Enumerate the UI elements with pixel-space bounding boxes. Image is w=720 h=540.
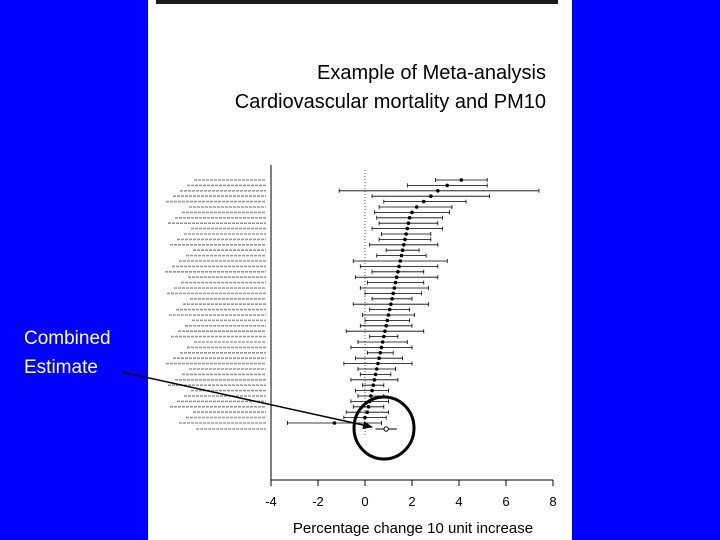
study-point	[379, 345, 384, 350]
study-point	[380, 340, 385, 344]
study-point	[405, 226, 410, 231]
study-point	[401, 243, 406, 247]
combined-point	[383, 426, 389, 432]
study-point	[372, 378, 377, 382]
study-point	[385, 318, 390, 323]
study-point	[376, 361, 380, 366]
x-tick-label: 8	[549, 494, 556, 509]
callout-label-line-2: Estimate	[24, 357, 98, 378]
study-point	[378, 351, 383, 355]
study-point	[414, 205, 419, 209]
study-point	[390, 297, 394, 301]
study-point	[404, 232, 408, 236]
study-point	[394, 275, 399, 280]
x-tick-label: 4	[455, 494, 462, 509]
study-point	[396, 270, 400, 274]
study-point	[429, 194, 433, 198]
study-point	[387, 307, 392, 312]
study-point	[399, 253, 404, 258]
study-point	[398, 259, 403, 263]
study-point	[374, 367, 379, 371]
study-point	[407, 216, 412, 220]
highlight-circle	[352, 395, 416, 461]
study-point	[382, 334, 386, 339]
study-point	[445, 183, 450, 188]
study-point	[370, 388, 374, 393]
study-point	[369, 394, 373, 398]
study-point	[389, 302, 393, 307]
x-axis-label: Percentage change 10 unit increase	[293, 520, 533, 537]
study-point	[363, 415, 367, 420]
study-point	[386, 313, 391, 317]
study-point	[397, 264, 401, 269]
study-point	[459, 178, 464, 182]
callout-arrow	[121, 371, 373, 429]
study-point	[393, 280, 398, 285]
chart-title-line-2: Cardiovascular mortality and PM10	[234, 91, 546, 113]
study-point	[373, 372, 378, 377]
study-point	[392, 286, 397, 290]
study-point	[406, 221, 411, 225]
study-point	[383, 329, 387, 334]
x-tick-label: -2	[312, 494, 324, 509]
study-point	[384, 324, 388, 328]
study-point	[421, 199, 426, 204]
study-point	[365, 410, 370, 415]
study-point	[332, 421, 337, 425]
study-point	[366, 405, 371, 409]
study-point	[410, 210, 414, 215]
x-tick-label: 0	[361, 494, 368, 509]
x-tick-label: -4	[265, 494, 277, 509]
study-point	[391, 291, 396, 296]
study-point	[371, 383, 376, 388]
study-point	[436, 189, 440, 193]
study-point	[403, 237, 407, 242]
chart-title-line-1: Example of Meta-analysis	[317, 62, 546, 84]
study-point	[400, 248, 405, 252]
x-tick-label: 6	[502, 494, 509, 509]
chart-panel	[148, 0, 572, 540]
callout-label-line-1: Combined	[24, 328, 111, 349]
x-tick-label: 2	[408, 494, 415, 509]
study-point	[377, 356, 381, 361]
panel-top-strip	[156, 0, 558, 4]
